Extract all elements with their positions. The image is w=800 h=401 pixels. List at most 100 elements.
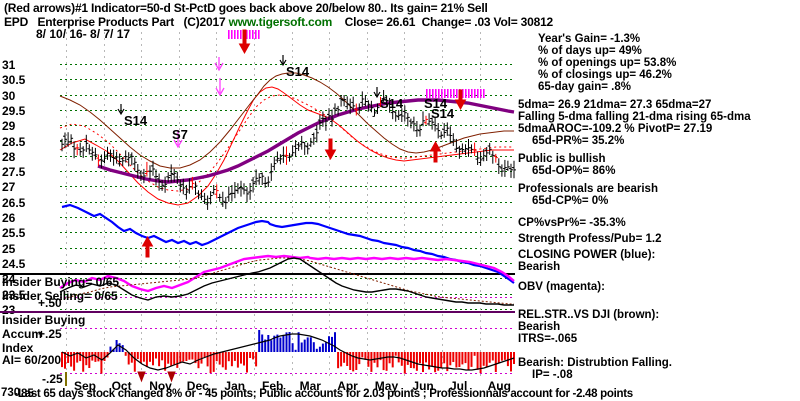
gridline-vertical <box>291 32 293 377</box>
rel-strength-title: REL.STR..VS DJI (brown): <box>518 309 660 321</box>
gridline-vertical <box>216 32 218 377</box>
ai-histogram-bar <box>109 346 112 352</box>
ai-histogram-bar <box>388 352 391 364</box>
ai-histogram-bar <box>67 352 70 363</box>
ai-histogram-bar <box>246 352 248 373</box>
stat-ma-trend: Falling 5-dma falling 21-dma rising 65-d… <box>518 111 751 123</box>
ai-histogram-bar <box>406 352 409 365</box>
signal-label: S14 <box>380 96 404 111</box>
price-axis: 31 30.5 30 29.5 29 28.5 28 27.5 27 26.5 26 25.5 25 24… <box>0 28 60 378</box>
ticker-symbol[interactable]: EPD <box>4 15 29 29</box>
ai-histogram-bar <box>212 352 215 372</box>
website-link[interactable]: www.tigersoft.com <box>228 15 333 29</box>
gridline-vertical <box>329 32 331 377</box>
ai-histogram-bar <box>446 352 449 372</box>
ai-histogram-bar <box>100 352 103 374</box>
stat-years-gain: Year's Gain= -1.3% <box>538 33 641 45</box>
gridline-magenta <box>60 297 515 298</box>
stat-openings-up: % of openings up= 53.8% <box>538 57 677 69</box>
closing-power-value: Bearish <box>518 261 561 273</box>
ai-histogram-bar <box>370 352 373 372</box>
ai-histogram-bar <box>61 352 63 368</box>
ai-histogram-bar <box>261 334 264 352</box>
ai-histogram-bar <box>85 352 88 366</box>
insider-selling-label: Insider Selling= 0/65 <box>2 289 118 303</box>
buy-arrow-red-2 <box>429 140 442 163</box>
ai-histogram-bar <box>240 352 242 364</box>
ai-histogram-bar <box>197 352 200 369</box>
scale-730: 730 <box>1 387 21 399</box>
month-label: Jul <box>450 379 468 393</box>
month-label: Oct <box>111 379 132 393</box>
scale-plus-50: +.50 <box>38 296 62 310</box>
stat-bearish-note: Bearish: Distrubtion Falling. <box>518 357 672 369</box>
gridline-magenta <box>60 328 515 329</box>
ai-histogram-bar <box>455 352 458 368</box>
gridline-vertical <box>479 32 481 377</box>
ai-histogram-bar <box>282 334 285 352</box>
stat-65d-pr: 65d-PR%= 35.2% <box>532 135 625 147</box>
ai-histogram-bar <box>249 352 252 358</box>
ai-histogram-bar <box>118 343 121 352</box>
ai-histogram-bar <box>224 352 227 370</box>
price-axis-label: 30 <box>2 88 16 103</box>
ai-histogram-bar <box>337 352 340 369</box>
price-axis-label: 24.5 <box>2 256 26 271</box>
ai-histogram-bar <box>412 352 415 369</box>
header-indicator-line: (Red arrows)#1 Indicator=50-d St-PctD go… <box>4 1 488 15</box>
ai-histogram-bar <box>182 352 185 362</box>
price-axis-label: 26 <box>2 211 16 225</box>
ai-histogram-bar <box>458 352 461 367</box>
scale-minus-25: -.25 <box>42 372 63 386</box>
ai-histogram-bar <box>382 352 385 371</box>
ai-histogram-bar <box>352 352 355 372</box>
stat-65d-op: 65d-OP%= 86% <box>532 165 616 177</box>
ai-histogram-bar <box>124 352 127 356</box>
ai-histogram-bar <box>191 352 194 360</box>
ai-histogram-bar <box>173 352 176 365</box>
ai-histogram-bar <box>488 352 491 363</box>
ai-histogram-bar <box>434 352 437 373</box>
ai-histogram-bar <box>164 352 167 371</box>
sell-arrow-red-2 <box>454 89 467 111</box>
ai-histogram-bar <box>188 352 191 360</box>
gridline <box>60 64 515 65</box>
stat-65d-cp: 65d-CP%= 0% <box>532 195 609 207</box>
company-name: Enterprise Products Part <box>37 15 175 29</box>
ai-histogram-bar <box>294 349 297 352</box>
ai-histogram-bar <box>200 352 203 364</box>
price-axis-label: 25 <box>2 241 16 256</box>
ai-histogram-bar <box>312 342 315 352</box>
ai-histogram-bar <box>437 352 440 371</box>
ai-histogram-bar <box>270 340 273 352</box>
ai-histogram-bar <box>79 352 82 362</box>
ai-histogram-bar <box>70 352 73 367</box>
ai-histogram-bar <box>115 340 118 352</box>
volume-value: Vol= 30812 <box>493 15 554 29</box>
ai-histogram-bar <box>510 352 512 372</box>
price-axis-label: 25.5 <box>2 226 26 241</box>
ai-histogram-bar <box>349 352 352 370</box>
ai-histogram-bar <box>400 352 403 366</box>
ai-histogram-bar <box>88 352 91 368</box>
ai-histogram-bar <box>409 352 412 368</box>
ai-histogram-bar <box>346 352 349 366</box>
gridline-vertical <box>442 32 443 377</box>
stat-cp-vs-pr: CP%vsPr%= -35.3% <box>518 217 626 229</box>
gridline <box>60 262 515 264</box>
ai-histogram-bar <box>152 352 154 366</box>
obv-title: OBV (magenta): <box>518 281 605 293</box>
gridline <box>60 308 515 310</box>
signal-label: S14 <box>286 64 310 79</box>
ai-histogram-bar <box>452 352 455 362</box>
panel-divider-accum <box>0 311 515 313</box>
ai-histogram-bar <box>255 352 258 367</box>
ai-histogram-bar <box>206 352 209 367</box>
ai-histogram-bar <box>513 352 515 364</box>
close-value: Close= 26.61 <box>344 15 416 29</box>
insider-buying-label: Insider Buying= 0/65 <box>2 275 120 289</box>
date-range: 8/ 10/ 16- 8/ 7/ 17 <box>36 27 131 41</box>
ai-histogram-bar <box>161 352 164 361</box>
ai-histogram-bar <box>318 346 321 352</box>
month-label: Aug <box>487 379 511 393</box>
